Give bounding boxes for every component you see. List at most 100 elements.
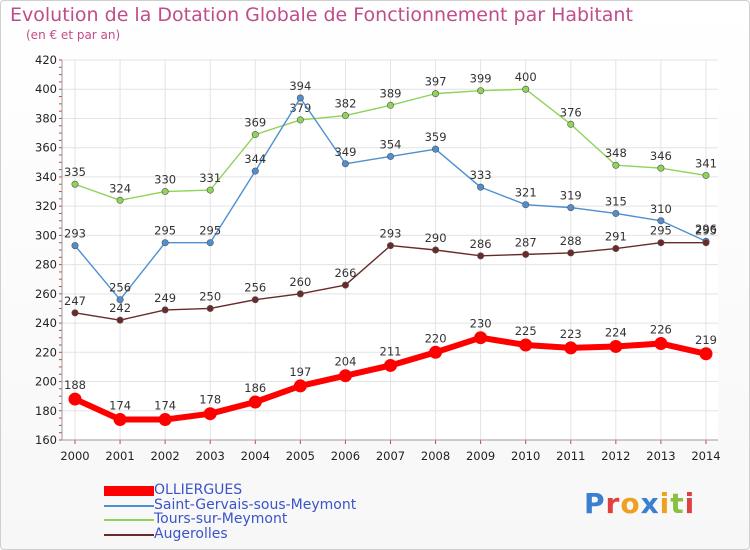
data-label: 324: [109, 181, 131, 195]
data-label: 260: [289, 275, 311, 289]
x-tick-label: 2011: [556, 449, 585, 463]
x-tick-label: 2010: [511, 449, 540, 463]
x-tick-label: 2005: [286, 449, 315, 463]
data-point: [251, 296, 259, 304]
data-label: 174: [109, 399, 131, 413]
y-tick-label: 300: [35, 228, 57, 242]
data-point: [519, 338, 533, 352]
y-tick-label: 400: [35, 82, 57, 96]
data-label: 295: [154, 224, 176, 238]
y-tick-label: 180: [35, 404, 57, 418]
data-point: [161, 239, 169, 247]
data-point: [522, 250, 530, 258]
x-tick-label: 2003: [196, 449, 225, 463]
data-point: [654, 337, 668, 351]
data-label: 344: [244, 152, 266, 166]
data-point: [612, 209, 620, 217]
data-point: [341, 160, 349, 168]
data-label: 321: [515, 186, 537, 200]
data-point: [206, 239, 214, 247]
data-point: [296, 116, 304, 124]
data-label: 331: [199, 171, 221, 185]
logo-letter: t: [670, 487, 685, 520]
y-tick-label: 200: [35, 375, 57, 389]
data-label: 242: [109, 301, 131, 315]
data-label: 286: [470, 237, 492, 251]
data-label: 256: [109, 281, 131, 295]
data-label: 266: [334, 266, 356, 280]
x-tick-label: 2001: [105, 449, 134, 463]
chart-subtitle: (en € et par an): [26, 28, 121, 42]
data-label: 376: [560, 105, 582, 119]
data-label: 379: [289, 101, 311, 115]
data-point: [699, 347, 713, 361]
data-label: 310: [650, 202, 672, 216]
y-tick-label: 160: [35, 433, 57, 447]
data-label: 369: [244, 116, 266, 130]
data-point: [338, 369, 352, 383]
logo-letter: x: [640, 487, 660, 520]
data-label: 319: [560, 189, 582, 203]
data-point: [432, 246, 440, 254]
data-label: 341: [695, 156, 717, 170]
data-label: 295: [199, 224, 221, 238]
data-point: [341, 281, 349, 289]
data-label: 288: [560, 234, 582, 248]
data-label: 394: [289, 79, 311, 93]
data-point: [522, 201, 530, 209]
data-label: 186: [244, 381, 266, 395]
data-label: 197: [289, 365, 311, 379]
data-point: [248, 395, 262, 409]
legend-swatch: [104, 504, 154, 507]
data-label: 293: [64, 227, 86, 241]
data-point: [429, 345, 443, 359]
data-label: 295: [650, 224, 672, 238]
data-point: [477, 183, 485, 191]
x-tick-label: 2006: [331, 449, 360, 463]
data-label: 330: [154, 173, 176, 187]
data-label: 247: [64, 294, 86, 308]
data-label: 287: [515, 235, 537, 249]
data-label: 333: [470, 168, 492, 182]
data-label: 211: [380, 344, 402, 358]
data-point: [161, 306, 169, 314]
y-tick-label: 260: [35, 287, 57, 301]
data-label: 250: [199, 289, 221, 303]
data-point: [293, 379, 307, 393]
x-tick-label: 2004: [241, 449, 270, 463]
data-label: 223: [560, 327, 582, 341]
data-label: 346: [650, 149, 672, 163]
x-tick-label: 2014: [691, 449, 720, 463]
data-label: 354: [380, 137, 402, 151]
legend-swatch: [104, 519, 154, 521]
data-point: [71, 309, 79, 317]
data-point: [383, 358, 397, 372]
data-label: 397: [425, 75, 447, 89]
data-point: [657, 239, 665, 247]
data-point: [702, 239, 710, 247]
y-tick-label: 380: [35, 111, 57, 125]
legend-label: Saint-Gervais-sous-Meymont: [154, 496, 357, 513]
data-point: [567, 120, 575, 128]
data-label: 249: [154, 291, 176, 305]
data-point: [296, 290, 304, 298]
data-point: [432, 90, 440, 98]
data-point: [477, 87, 485, 95]
y-tick-label: 320: [35, 199, 57, 213]
data-point: [386, 101, 394, 109]
logo-letter: r: [605, 487, 621, 520]
data-label: 400: [515, 70, 537, 84]
data-label: 226: [650, 323, 672, 337]
data-point: [477, 252, 485, 260]
proxiti-logo: Proxiti: [584, 487, 695, 520]
data-point: [71, 242, 79, 250]
x-tick-label: 2008: [421, 449, 450, 463]
logo-letter: i: [659, 487, 671, 520]
data-label: 225: [515, 324, 537, 338]
data-point: [657, 164, 665, 172]
data-point: [116, 196, 124, 204]
data-label: 174: [154, 399, 176, 413]
logo-letter: P: [584, 487, 606, 520]
data-label: 315: [605, 194, 627, 208]
